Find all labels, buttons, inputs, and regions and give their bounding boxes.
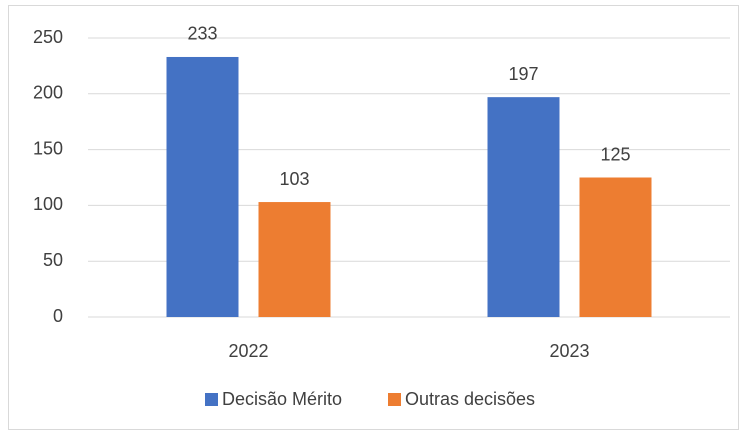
- y-tick-label: 100: [33, 194, 63, 214]
- legend-label: Decisão Mérito: [222, 389, 342, 409]
- legend-swatch: [388, 393, 401, 406]
- y-tick-label: 50: [43, 250, 63, 270]
- data-label: 125: [600, 144, 630, 164]
- data-label: 103: [279, 169, 309, 189]
- bar: [258, 202, 331, 317]
- bar: [487, 97, 560, 317]
- x-tick-label: 2023: [549, 341, 589, 361]
- y-tick-label: 150: [33, 138, 63, 158]
- y-tick-label: 250: [33, 27, 63, 47]
- data-label: 197: [508, 64, 538, 84]
- y-tick-label: 0: [53, 306, 63, 326]
- legend-label: Outras decisões: [405, 389, 535, 409]
- bar: [166, 56, 239, 318]
- x-tick-label: 2022: [228, 341, 268, 361]
- bar: [579, 177, 652, 317]
- y-tick-label: 200: [33, 83, 63, 103]
- legend-swatch: [205, 393, 218, 406]
- data-label: 233: [187, 24, 217, 44]
